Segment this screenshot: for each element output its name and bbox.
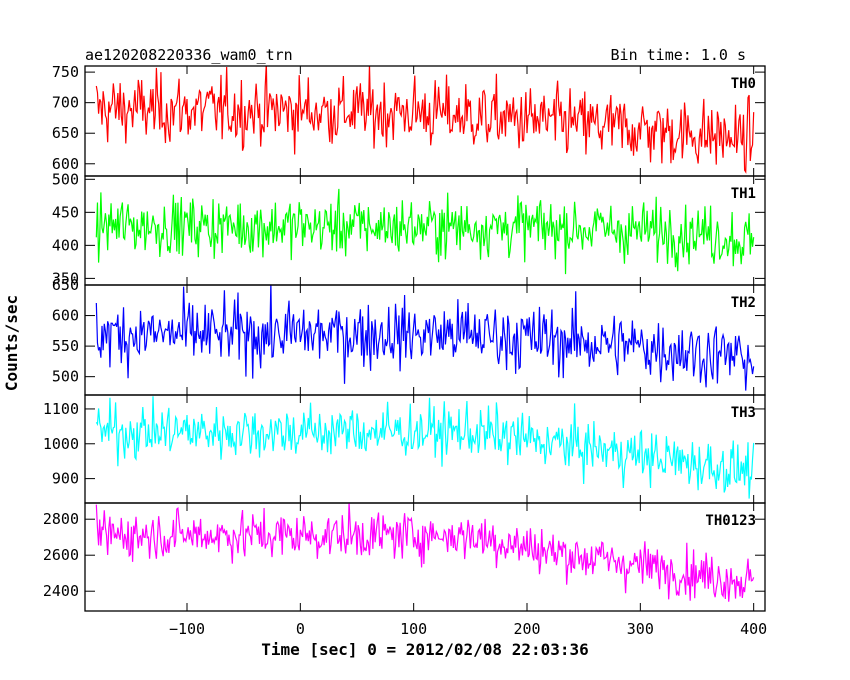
panel-th3: 900 1000 1100 TH3	[43, 394, 766, 504]
y-tick-label: 1000	[43, 435, 79, 453]
x-tick-label: 300	[627, 620, 654, 638]
y-tick-label: 400	[52, 236, 79, 254]
y-tick-label: 2600	[43, 546, 79, 564]
y-tick-label: 550	[52, 337, 79, 355]
panel-frame	[84, 394, 766, 504]
y-tick-label: 500	[52, 170, 79, 188]
y-tick-label: 650	[52, 124, 79, 142]
panel-th1: 350 400 450 500 TH1	[52, 170, 766, 287]
panels-group: 600650700750TH0350400450500TH15005506006…	[43, 63, 766, 612]
series-line-th2	[95, 285, 755, 391]
panel-label-th1: TH1	[731, 186, 756, 202]
y-tick-label: 600	[52, 155, 79, 173]
x-tick-label: 100	[400, 620, 427, 638]
y-tick-label: 900	[52, 470, 79, 488]
x-axis: −100 0 100 200 300 400	[169, 620, 767, 638]
y-tick-label: 750	[52, 63, 79, 81]
panel-label-th3: TH3	[731, 405, 756, 421]
panel-frame	[84, 502, 766, 612]
series-line-th0	[95, 66, 755, 174]
chart-title: ae120208220336_wam0_trn	[85, 46, 293, 64]
bin-time-label: Bin time: 1.0 s	[611, 46, 746, 64]
y-tick-label: 2400	[43, 582, 79, 600]
y-tick-label: 500	[52, 368, 79, 386]
x-tick-label: 0	[296, 620, 305, 638]
panel-label-th2: TH2	[731, 295, 756, 311]
y-tick-label: 450	[52, 203, 79, 221]
y-tick-label: 350	[52, 269, 79, 287]
y-tick-label: 1100	[43, 400, 79, 418]
x-tick-label: 200	[513, 620, 540, 638]
panel-th2: 500 550 600 650 TH2	[52, 276, 766, 396]
panel-th0: 600 650 700 750 TH0	[52, 63, 766, 177]
y-tick-label: 2800	[43, 510, 79, 528]
y-tick-label: 600	[52, 307, 79, 325]
series-line-th3	[95, 396, 755, 499]
y-axis-title: Counts/sec	[2, 295, 21, 391]
panel-label-th0123: TH0123	[705, 513, 756, 529]
x-tick-label: −100	[169, 620, 205, 638]
y-tick-label: 700	[52, 94, 79, 112]
y-tick-label: 650	[52, 276, 79, 294]
series-line-th0123	[95, 503, 755, 602]
panel-label-th0: TH0	[731, 76, 756, 92]
series-line-th1	[95, 188, 755, 275]
x-axis-title: Time [sec] 0 = 2012/02/08 22:03:36	[261, 640, 589, 659]
panel-th0123: 2400 2600 2800 TH0123	[43, 502, 766, 612]
x-tick-label: 400	[740, 620, 767, 638]
